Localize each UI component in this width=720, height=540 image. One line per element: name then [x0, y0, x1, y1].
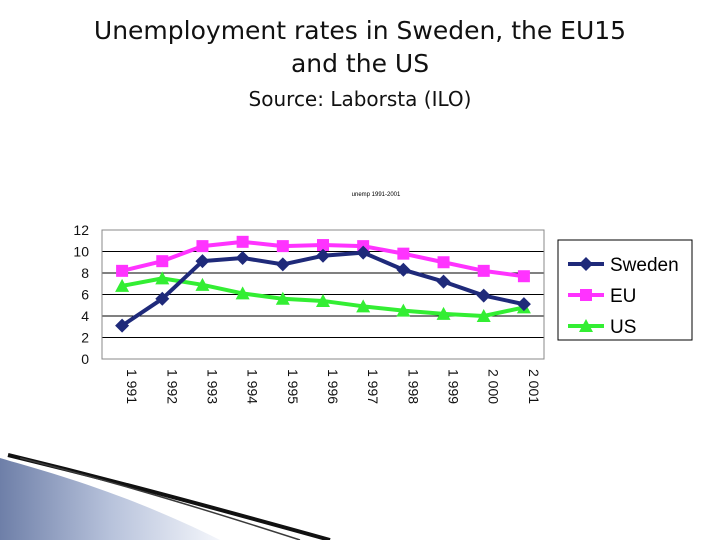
x-tick-label: 1 997: [365, 369, 381, 404]
y-tick-label: 4: [81, 308, 89, 324]
data-point-us: [316, 293, 330, 307]
chart-title: unemp 1991-2001: [352, 192, 401, 198]
x-tick-label: 1 996: [325, 369, 341, 404]
data-point-us: [275, 291, 290, 305]
x-tick-label: 2 001: [526, 369, 542, 404]
data-point-us: [115, 278, 130, 292]
data-point-us: [396, 303, 411, 317]
data-point-sweden: [516, 297, 531, 312]
data-point-eu: [397, 247, 410, 260]
data-point-eu: [236, 235, 249, 248]
legend-label-us: US: [610, 317, 636, 338]
x-tick-label: 1 992: [164, 369, 180, 404]
data-point-sweden: [275, 257, 290, 272]
data-point-sweden: [356, 245, 371, 260]
data-point-us: [155, 271, 170, 285]
data-point-sweden: [476, 288, 491, 303]
y-tick-label: 12: [73, 222, 89, 238]
x-tick-label: 1 999: [446, 369, 462, 404]
data-point-eu: [196, 240, 209, 253]
data-point-us: [235, 286, 250, 300]
slide-source: Source: Laborsta (ILO): [248, 87, 472, 111]
swoosh-line-thin: [19, 457, 301, 540]
data-point-us: [476, 309, 491, 322]
data-point-sweden: [436, 274, 451, 289]
x-tick-label: 1 993: [204, 369, 220, 404]
x-tick-label: 1 995: [285, 369, 301, 404]
data-point-us: [356, 299, 371, 313]
data-point-eu: [317, 239, 329, 252]
x-tick-label: 1 994: [245, 369, 261, 404]
slide-title: Unemployment rates in Sweden, the EU15 a…: [0, 14, 720, 80]
data-point-sweden: [396, 262, 411, 277]
plot-area-border: [101, 229, 545, 360]
legend-marker-sweden: [579, 257, 593, 271]
slide-title-line2: and the US: [290, 49, 430, 78]
data-point-eu: [477, 264, 490, 277]
data-point-sweden: [235, 250, 250, 265]
data-point-sweden: [316, 248, 330, 263]
swoosh-shape: [0, 458, 220, 540]
y-tick-label: 10: [73, 244, 89, 260]
x-tick-label: 1 991: [124, 369, 140, 404]
data-point-eu: [437, 256, 450, 269]
data-point-sweden: [195, 254, 210, 269]
slide-title-line1: Unemployment rates in Sweden, the EU15: [93, 16, 627, 45]
data-point-us: [436, 306, 451, 320]
legend-marker-us: [579, 319, 593, 332]
data-point-eu: [276, 240, 289, 253]
data-point-us: [195, 277, 210, 291]
data-point-eu: [116, 264, 129, 277]
y-tick-label: 0: [81, 351, 89, 367]
legend-label-eu: EU: [610, 286, 636, 307]
legend-marker-eu: [580, 289, 592, 301]
data-point-sweden: [115, 318, 130, 333]
y-tick-label: 6: [81, 287, 89, 303]
y-tick-label: 8: [81, 265, 89, 281]
data-point-sweden: [155, 291, 170, 306]
data-point-eu: [517, 270, 530, 283]
y-tick-label: 2: [81, 330, 89, 346]
data-point-eu: [156, 255, 169, 268]
legend-label-sweden: Sweden: [610, 255, 679, 276]
x-tick-label: 2 000: [486, 369, 502, 404]
x-tick-label: 1 998: [405, 369, 421, 404]
